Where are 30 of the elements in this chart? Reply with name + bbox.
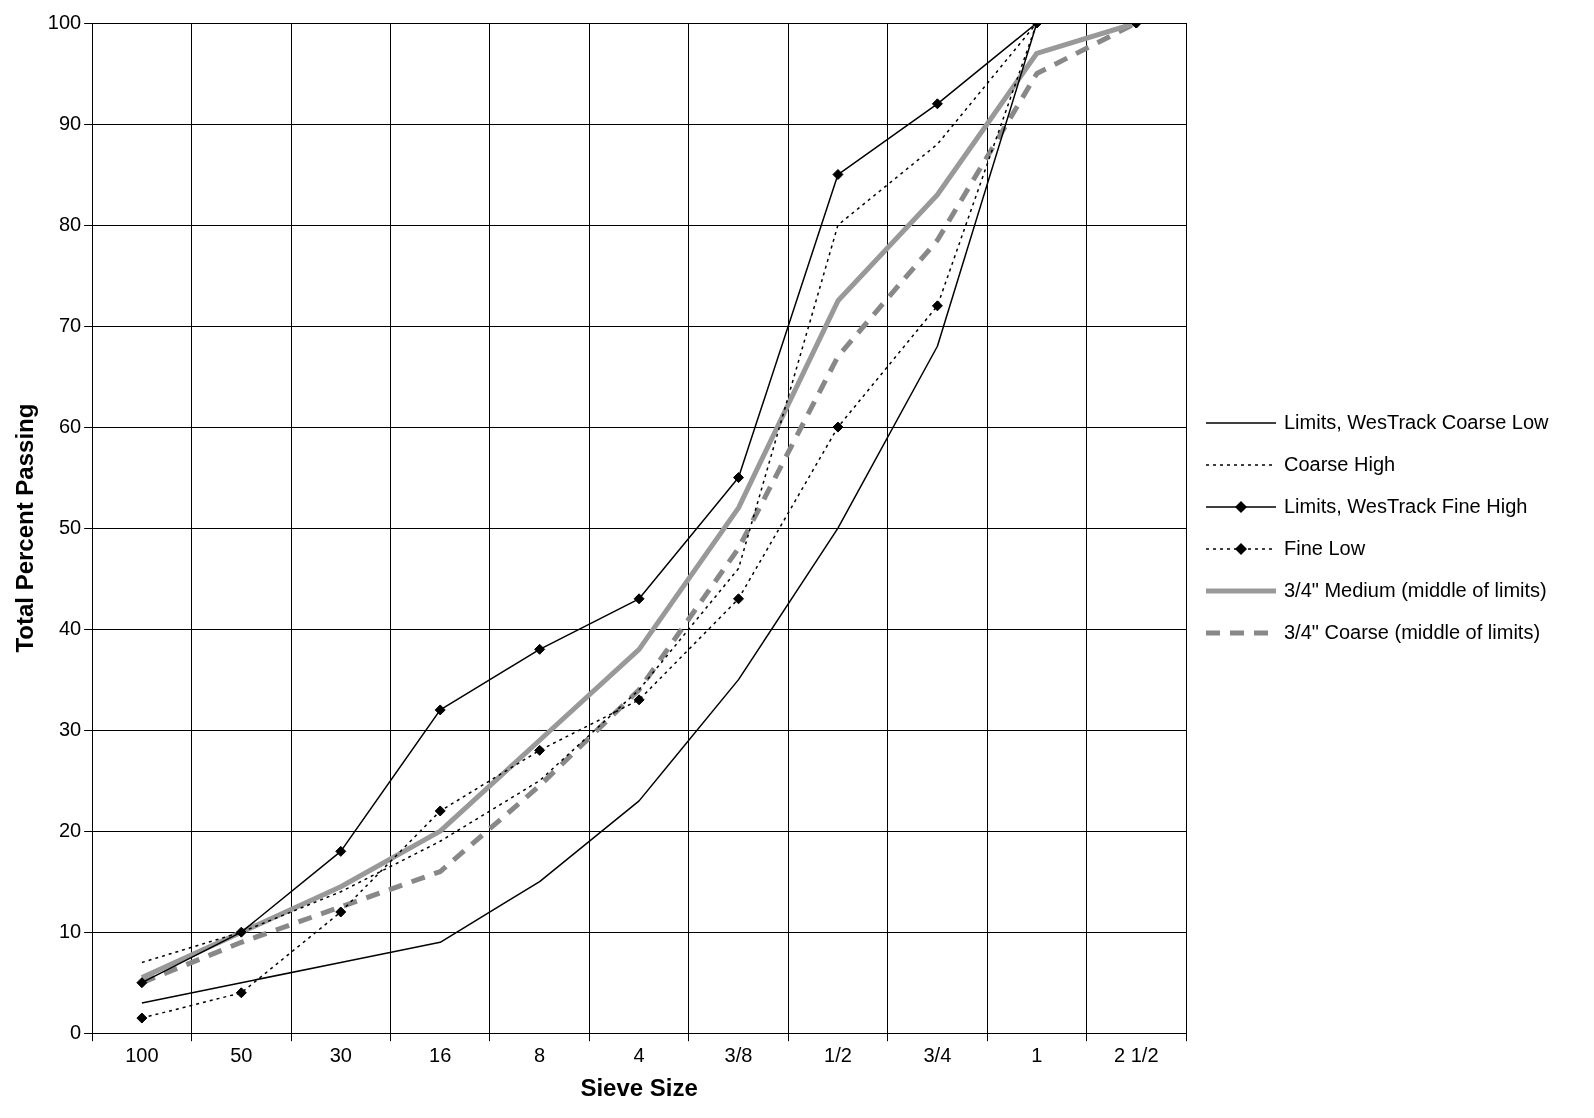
x-tick-label: 3/4 (923, 1043, 952, 1066)
y-axis-title: Total Percent Passing (11, 403, 39, 653)
x-axis-title: Sieve Size (580, 1074, 698, 1102)
y-tick-label: 30 (58, 717, 82, 740)
legend-label: 3/4" Medium (middle of limits) (1284, 578, 1547, 601)
y-tick-label: 60 (58, 414, 82, 437)
y-tick-label: 20 (58, 818, 82, 841)
legend-label: Limits, WesTrack Fine High (1284, 494, 1528, 517)
x-tick-label: 1/2 (824, 1043, 852, 1066)
y-tick-label: 100 (47, 10, 82, 33)
y-tick-label: 80 (58, 212, 82, 235)
legend-label: Fine Low (1284, 536, 1366, 559)
x-tick-label: 1 (1031, 1043, 1043, 1066)
x-tick-label: 2 1/2 (1114, 1043, 1159, 1066)
y-tick-label: 90 (58, 111, 82, 134)
legend-label: Limits, WesTrack Coarse Low (1284, 410, 1550, 433)
x-tick-label: 50 (230, 1043, 253, 1066)
x-tick-label: 100 (125, 1043, 159, 1066)
legend-label: 3/4" Coarse (middle of limits) (1284, 620, 1541, 643)
y-tick-label: 70 (58, 313, 82, 336)
y-tick-label: 10 (58, 919, 82, 942)
x-tick-label: 30 (329, 1043, 352, 1066)
x-tick-label: 4 (633, 1043, 645, 1066)
x-tick-label: 3/8 (724, 1043, 753, 1066)
legend-label: Coarse High (1284, 452, 1396, 475)
x-tick-label: 8 (534, 1043, 546, 1066)
y-tick-label: 40 (58, 616, 82, 639)
y-tick-label: 0 (70, 1020, 82, 1043)
y-tick-label: 50 (58, 515, 82, 538)
x-tick-label: 16 (429, 1043, 452, 1066)
